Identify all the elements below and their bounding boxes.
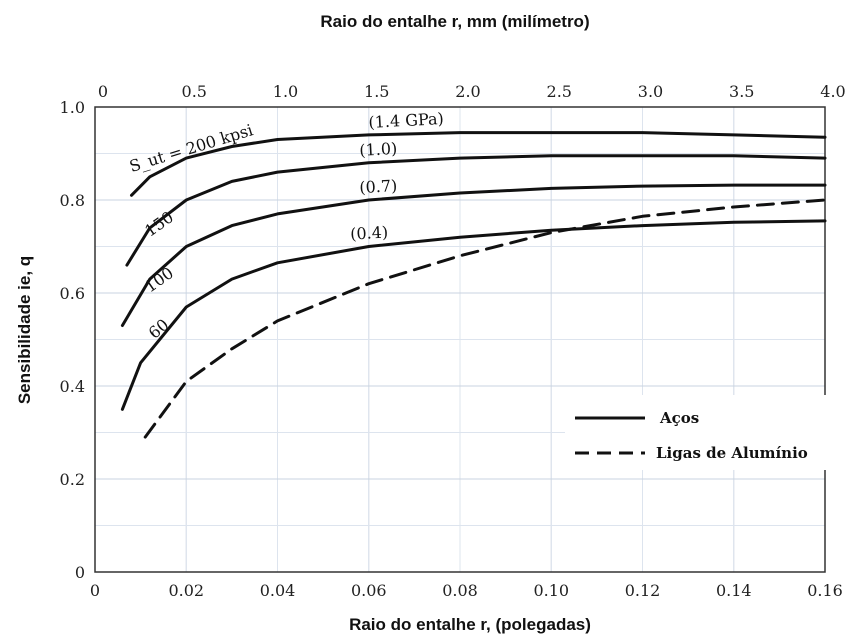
top-axis-title: Raio do entalhe r, mm (milímetro) bbox=[320, 12, 589, 31]
top-tick-label: 4.0 bbox=[820, 82, 845, 101]
steel-curve-2 bbox=[120, 183, 827, 327]
y-tick-label: 0 bbox=[75, 563, 85, 582]
tick-labels: 0 0.02 0.04 0.06 0.08 0.10 0.12 0.14 0.16 0 0.5 1.0… bbox=[60, 82, 846, 600]
top-tick-label: 2.5 bbox=[547, 82, 572, 101]
x-tick-label: 0.08 bbox=[442, 581, 478, 600]
grid bbox=[95, 107, 825, 572]
axes bbox=[94, 106, 826, 573]
legend-background bbox=[565, 395, 830, 470]
y-axis-title: Sensibilidade ie, q bbox=[15, 256, 34, 404]
top-tick-label: 0.5 bbox=[182, 82, 207, 101]
y-tick-label: 0.6 bbox=[60, 284, 85, 303]
steel-curve-3 bbox=[120, 219, 827, 411]
y-tick-label: 1.0 bbox=[60, 98, 85, 117]
curve-label-gpa: (0.7) bbox=[359, 176, 398, 197]
top-tick-label: 2.0 bbox=[455, 82, 480, 101]
x-tick-label: 0.16 bbox=[807, 581, 843, 600]
top-tick-label: 1.5 bbox=[364, 82, 389, 101]
x-tick-label: 0.02 bbox=[168, 581, 204, 600]
x-tick-label: 0.06 bbox=[351, 581, 387, 600]
y-tick-label: 0.2 bbox=[60, 470, 85, 489]
curve-label-gpa: (0.4) bbox=[350, 223, 389, 244]
y-tick-label: 0.4 bbox=[60, 377, 85, 396]
top-tick-label: 1.0 bbox=[273, 82, 298, 101]
x-tick-label: 0.12 bbox=[625, 581, 661, 600]
top-tick-label: 0 bbox=[98, 82, 108, 101]
curve-label-gpa: (1.0) bbox=[359, 139, 398, 160]
x-tick-label: 0 bbox=[90, 581, 100, 600]
y-tick-label: 0.8 bbox=[60, 191, 85, 210]
curve-label-gpa: (1.4 GPa) bbox=[368, 109, 444, 132]
legend-label-steels: Aços bbox=[659, 409, 699, 427]
top-tick-label: 3.0 bbox=[638, 82, 663, 101]
x-axis-title: Raio do entalhe r, (polegadas) bbox=[349, 615, 591, 634]
plot-frame bbox=[94, 106, 826, 573]
steel-curve-0 bbox=[130, 131, 827, 197]
x-tick-label: 0.14 bbox=[716, 581, 752, 600]
legend-label-aluminum: Ligas de Alumínio bbox=[656, 444, 808, 462]
top-tick-label: 3.5 bbox=[729, 82, 754, 101]
steel-curve-1 bbox=[125, 154, 827, 267]
legend: Aços Ligas de Alumínio bbox=[565, 395, 830, 470]
aluminum-curve bbox=[143, 198, 827, 439]
x-tick-label: 0.10 bbox=[533, 581, 569, 600]
x-tick-label: 0.04 bbox=[260, 581, 296, 600]
curves bbox=[120, 131, 827, 439]
